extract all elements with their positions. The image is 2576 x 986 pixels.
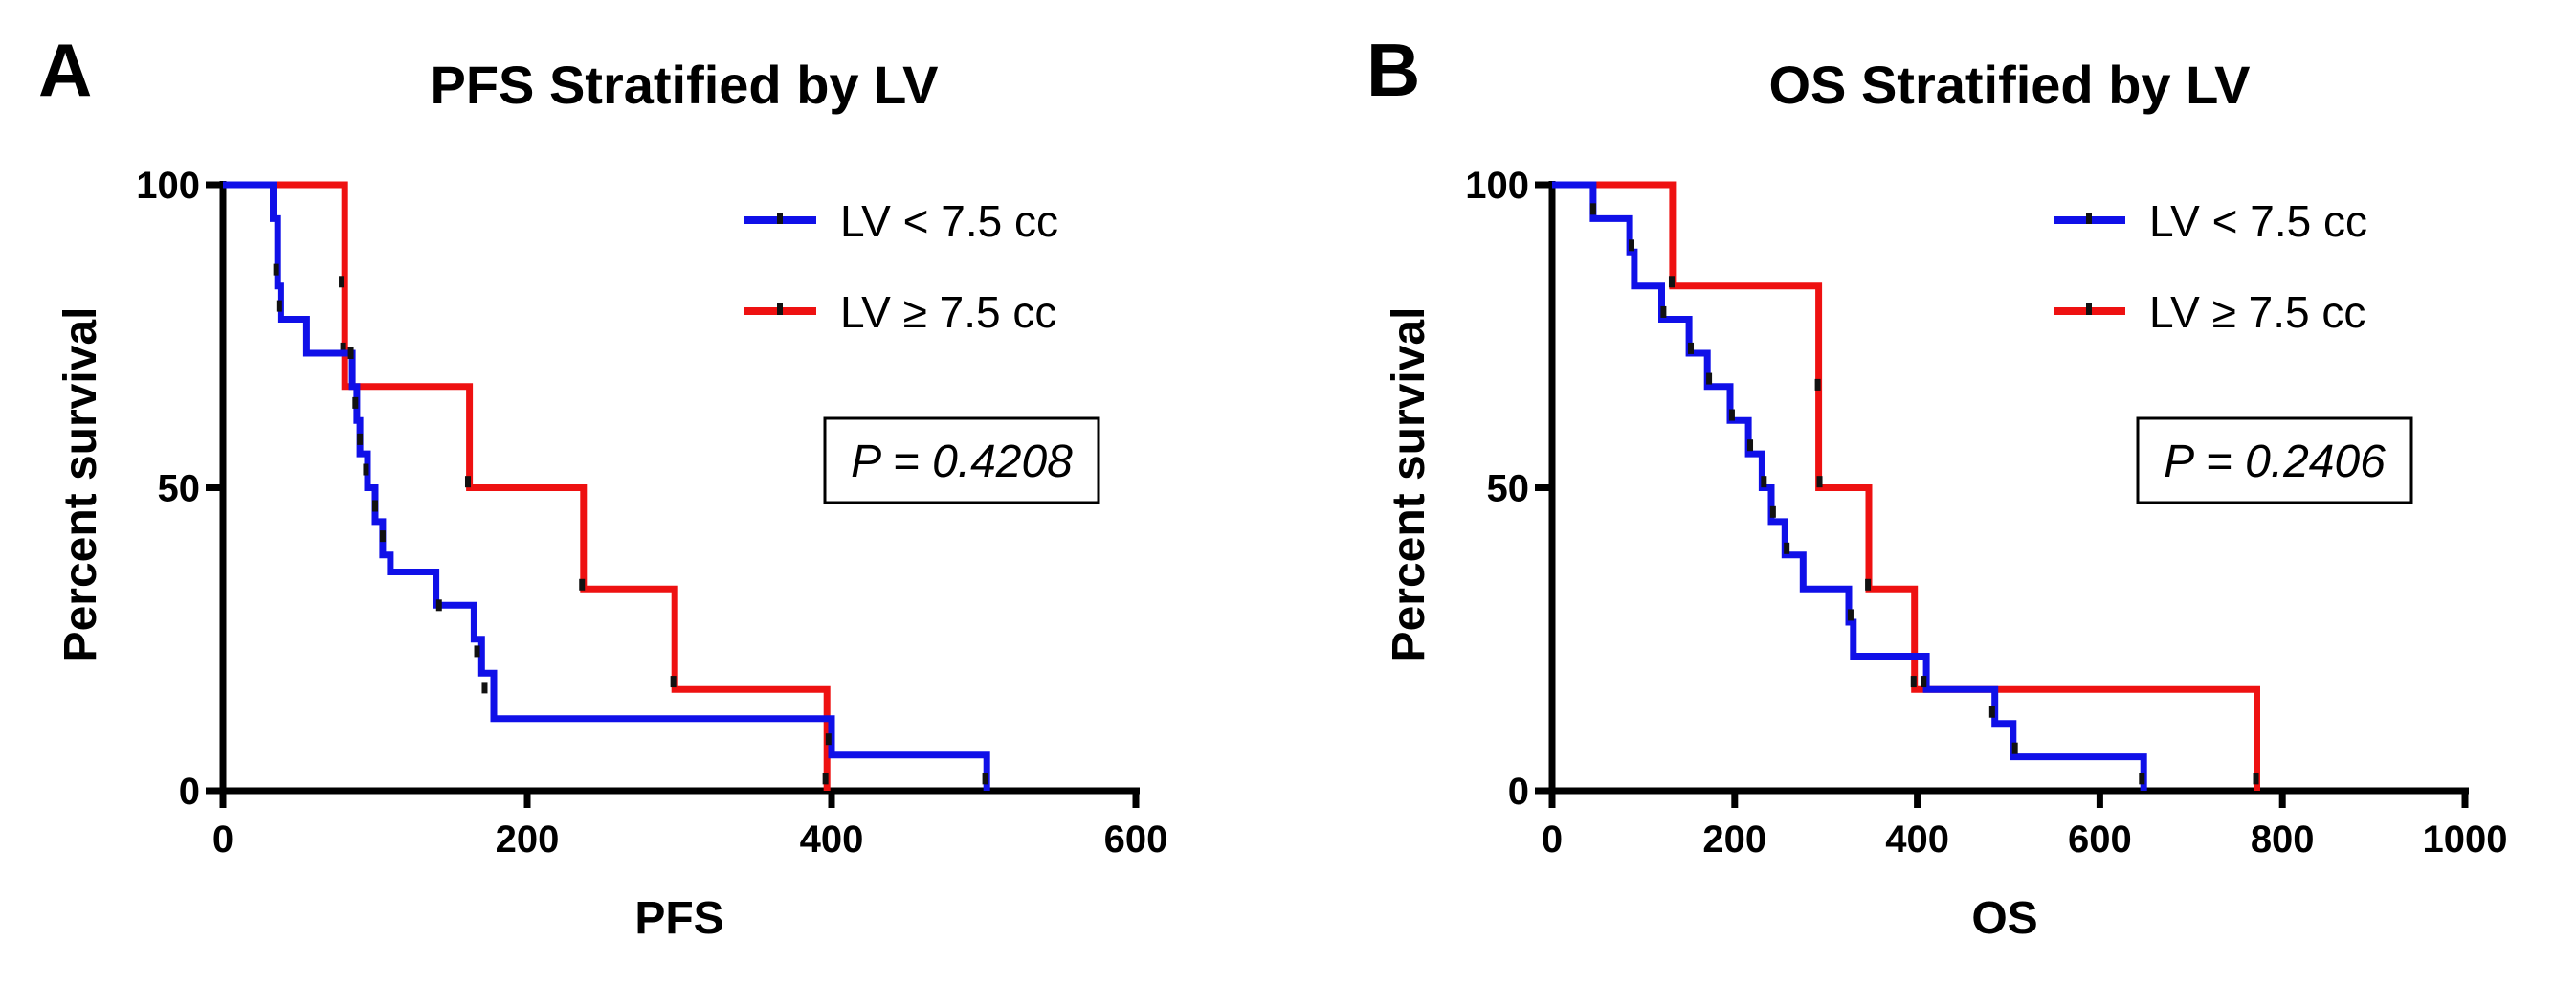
censor-mark-lv-high-os (1668, 276, 1675, 288)
censor-mark-lv-high-os (1910, 676, 1917, 688)
censor-mark-lv-low-pfs (982, 773, 988, 785)
censor-mark-lv-high-os (1816, 476, 1823, 488)
censor-mark-lv-low-pfs (372, 500, 378, 512)
censor-mark-lv-low-os (1747, 439, 1754, 452)
censor-mark-lv-low-pfs (347, 347, 354, 359)
survival-curve-lv-high-pfs (223, 181, 831, 791)
censor-mark-lv-low-pfs (435, 599, 442, 612)
p-value-box-os (2136, 416, 2413, 504)
p-value-label-pfs: P = 0.4208 (851, 437, 1073, 487)
x-tick-label-pfs: 400 (800, 818, 864, 861)
censor-mark-lv-high-os (2253, 773, 2259, 785)
censor-mark-lv-low-pfs (363, 463, 369, 476)
y-tick-label-pfs: 100 (136, 165, 200, 207)
y-tick-label-pfs: 0 (179, 771, 200, 813)
censor-mark-lv-low-os (1761, 476, 1767, 488)
legend-label-lv-low-pfs: LV < 7.5 cc (840, 196, 1058, 246)
x-tick-label-pfs: 600 (1104, 818, 1168, 861)
x-tick-label-os: 200 (1702, 818, 1766, 861)
censor-mark-lv-low-os (1728, 409, 1735, 421)
legend-label-lv-high-pfs: LV ≥ 7.5 cc (840, 287, 1056, 337)
censor-mark-lv-low-pfs (474, 645, 480, 658)
censor-mark-lv-low-os (1784, 542, 1790, 554)
plot-area-pfs: 0 50 100 0 200 400 600 LV < 7.5 cc LV ≥ 7.5 cc P … (136, 165, 1167, 861)
y-tick-label-os: 50 (1487, 468, 1530, 510)
chart-title-os: OS Stratified by LV (1768, 55, 2250, 115)
censor-mark-lv-low-pfs (352, 396, 359, 409)
censor-mark-lv-high-pfs (339, 276, 345, 288)
x-tick-label-os: 400 (1885, 818, 1949, 861)
censor-mark-lv-low-pfs (273, 263, 279, 276)
legend-label-lv-high-os: LV ≥ 7.5 cc (2149, 287, 2365, 337)
censor-mark-lv-low-pfs (379, 530, 386, 543)
p-value-box-pfs (823, 416, 1100, 504)
censor-mark-lv-low-pfs (825, 733, 832, 746)
x-tick-label-os: 0 (1542, 818, 1563, 861)
censor-mark-lv-low-pfs (276, 300, 282, 312)
survival-curve-lv-high-os (1552, 181, 2260, 791)
x-tick-label-os: 800 (2251, 818, 2315, 861)
legend-censor-mark-lv-high-os (2086, 303, 2092, 315)
y-axis-label-os: Percent survival (1384, 307, 1434, 662)
legend-label-lv-low-os: LV < 7.5 cc (2149, 196, 2367, 246)
censor-mark-lv-high-pfs (340, 342, 346, 354)
censor-mark-lv-low-pfs (357, 433, 364, 445)
legend-censor-mark-lv-high-pfs (777, 303, 783, 315)
censor-mark-lv-high-pfs (822, 773, 829, 785)
x-axis-label-os: OS (1971, 893, 2037, 944)
y-tick-label-os: 100 (1465, 165, 1529, 207)
censor-mark-lv-low-os (1921, 676, 1927, 688)
y-tick-label-pfs: 50 (158, 468, 201, 510)
p-value-label-os: P = 0.2406 (2164, 437, 2386, 487)
panel-letter-a: A (38, 28, 92, 112)
censor-mark-lv-low-os (1628, 239, 1634, 252)
y-axis-label-pfs: Percent survival (56, 307, 106, 662)
panel-os: B OS Stratified by LV Percent survival O… (1366, 28, 2507, 944)
x-tick-label-os: 1000 (2423, 818, 2508, 861)
censor-mark-lv-low-os (1769, 505, 1776, 518)
chart-title-pfs: PFS Stratified by LV (430, 55, 938, 115)
survival-curve-lv-low-os (1552, 181, 2147, 791)
censor-mark-lv-low-os (1988, 706, 1995, 718)
censor-mark-lv-low-os (1589, 203, 1596, 215)
x-tick-label-pfs: 0 (212, 818, 233, 861)
censor-mark-lv-high-os (1814, 378, 1821, 391)
censor-mark-lv-high-pfs (670, 676, 677, 688)
legend-censor-mark-lv-low-os (2086, 213, 2092, 224)
censor-mark-lv-low-os (1660, 305, 1667, 318)
censor-mark-lv-low-os (1847, 609, 1854, 621)
x-tick-label-pfs: 200 (496, 818, 560, 861)
censor-mark-lv-high-pfs (464, 476, 471, 488)
censor-mark-lv-low-os (2139, 773, 2145, 785)
x-axis-label-pfs: PFS (634, 893, 723, 944)
censor-mark-lv-low-os (1688, 342, 1695, 354)
censor-mark-lv-low-os (2011, 742, 2018, 754)
censor-mark-lv-high-os (1865, 578, 1872, 591)
x-tick-label-os: 600 (2068, 818, 2132, 861)
panel-letter-b: B (1366, 28, 1420, 112)
legend-censor-mark-lv-low-pfs (777, 213, 783, 224)
censor-mark-lv-high-pfs (579, 578, 586, 591)
censor-mark-lv-low-os (1706, 372, 1713, 385)
censor-mark-lv-low-pfs (481, 682, 488, 694)
panel-pfs: A PFS Stratified by LV Percent survival … (38, 28, 1167, 944)
y-tick-label-os: 0 (1508, 771, 1529, 813)
survival-curve-lv-low-pfs (223, 181, 990, 791)
